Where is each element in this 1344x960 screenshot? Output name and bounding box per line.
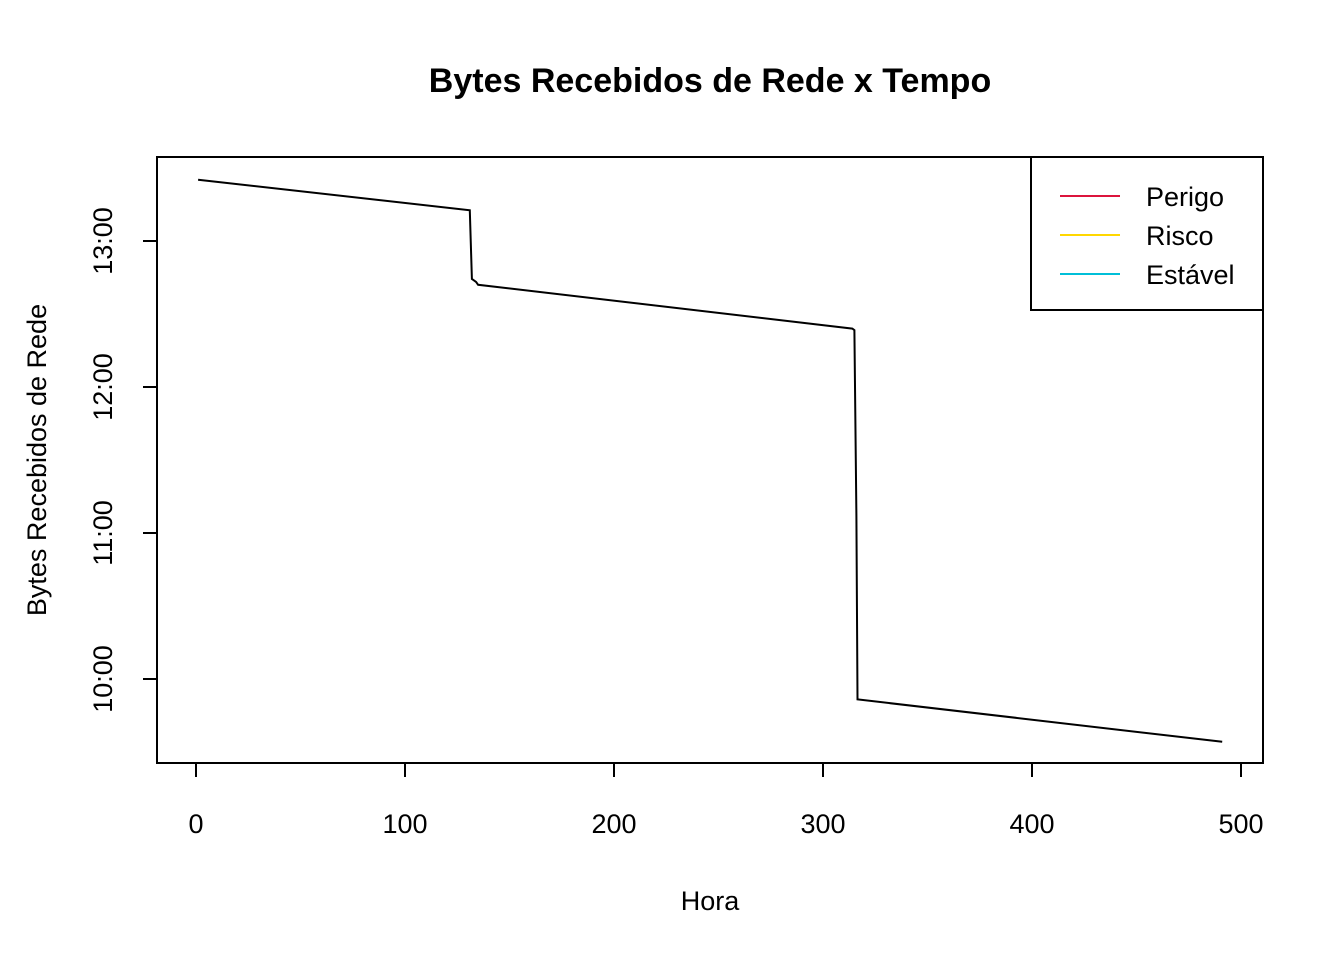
x-tick-label: 200	[591, 809, 636, 839]
legend: Perigo Risco Estável	[1030, 156, 1264, 311]
legend-label: Estável	[1146, 260, 1235, 290]
series-line	[197, 178, 1223, 743]
y-tick-label: 12:00	[88, 353, 118, 421]
x-tick-label: 400	[1009, 809, 1054, 839]
legend-box	[1030, 156, 1264, 311]
chart-title: Bytes Recebidos de Rede x Tempo	[429, 62, 991, 100]
y-tick-label: 13:00	[88, 207, 118, 275]
x-axis: 0 100 200 300 400 500	[188, 762, 1264, 839]
legend-label: Perigo	[1146, 182, 1224, 212]
y-axis: 13:00 12:00 11:00 10:00	[88, 207, 158, 713]
x-tick-label: 100	[382, 809, 427, 839]
x-axis-title: Hora	[681, 886, 741, 916]
series-layer	[197, 178, 1223, 743]
x-tick-label: 300	[800, 809, 845, 839]
y-tick-label: 10:00	[88, 645, 118, 713]
x-tick-label: 500	[1218, 809, 1263, 839]
legend-entries: Perigo Risco Estável	[1060, 182, 1235, 290]
y-axis-title: Bytes Recebidos de Rede	[22, 304, 52, 616]
y-tick-label: 11:00	[88, 500, 118, 566]
legend-label: Risco	[1146, 221, 1214, 251]
x-tick-label: 0	[188, 809, 203, 839]
